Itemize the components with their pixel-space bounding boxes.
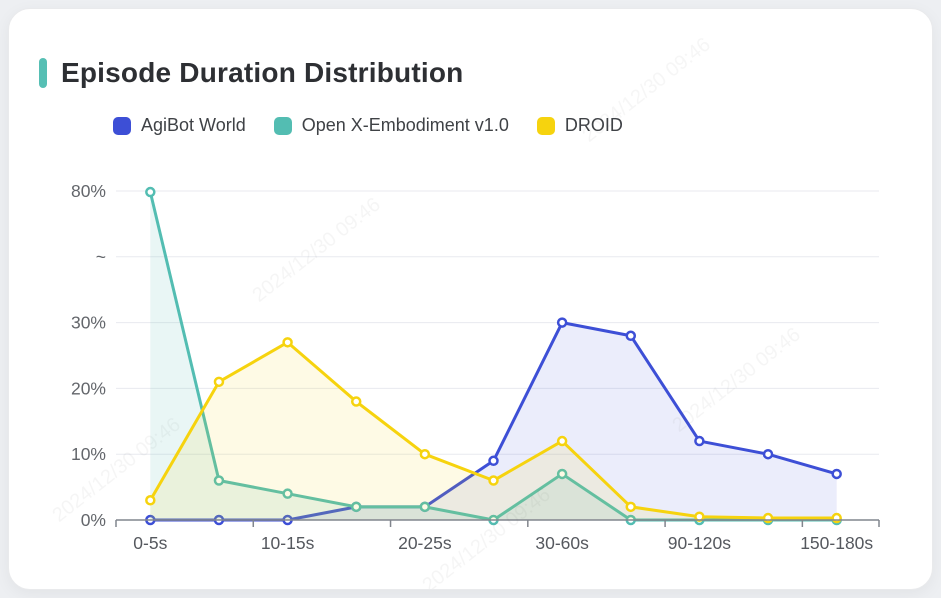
data-point <box>282 488 293 499</box>
data-point <box>556 317 568 328</box>
legend-item-open-x-embodiment-v1-0[interactable]: Open X-Embodiment v1.0 <box>273 115 509 136</box>
area-agibot-world <box>150 322 837 520</box>
y-axis-label: 30% <box>71 313 106 333</box>
legend-label: Open X-Embodiment v1.0 <box>301 115 509 135</box>
data-point <box>488 455 499 467</box>
data-point <box>282 337 293 348</box>
data-point <box>213 475 225 486</box>
data-point <box>831 512 842 524</box>
x-axis-label: 30-60s <box>535 533 589 553</box>
y-axis-label: 0% <box>81 510 106 530</box>
y-axis-label: 80% <box>71 181 106 201</box>
legend-label: DROID <box>564 115 623 135</box>
data-point <box>488 475 499 486</box>
legend-item-agibot-world[interactable]: AgiBot World <box>113 115 246 136</box>
data-point <box>625 330 637 342</box>
legend-swatch-icon <box>113 116 131 135</box>
area-open-x-embodiment-v1-0 <box>150 192 837 520</box>
legend: AgiBot World Open X-Embodiment v1.0 DROID <box>113 115 623 136</box>
data-point <box>694 435 705 447</box>
x-axis-label: 10-15s <box>261 533 315 553</box>
y-axis-label: ~ <box>96 247 106 267</box>
legend-swatch-icon <box>536 116 555 135</box>
legend-swatch-icon <box>273 116 292 135</box>
area-droid <box>150 342 837 520</box>
chart-svg: 0-5s 10-15s 20-25s 30-60s 90-120s 150-180s 0% 1… <box>71 181 880 553</box>
data-point <box>145 495 156 506</box>
data-point <box>762 448 774 460</box>
x-axis-label: 0-5s <box>133 533 167 553</box>
legend-label: AgiBot World <box>141 115 246 135</box>
data-point <box>556 468 568 480</box>
y-axis-label: 10% <box>71 444 106 464</box>
data-point <box>350 501 362 513</box>
data-point <box>213 376 225 388</box>
data-point <box>625 501 637 513</box>
data-point <box>762 512 774 524</box>
legend-item-droid[interactable]: DROID <box>536 115 623 136</box>
chart-card: 0-5s 10-15s 20-25s 30-60s 90-120s 150-180s 0% 1… <box>8 8 933 590</box>
x-axis-label: 150-180s <box>800 533 873 553</box>
title-row: Episode Duration Distribution <box>39 57 463 89</box>
x-axis-label: 90-120s <box>668 533 731 553</box>
chart-title: Episode Duration Distribution <box>61 57 464 88</box>
y-axis-label: 20% <box>71 378 106 398</box>
x-axis-label: 20-25s <box>398 533 452 553</box>
data-point <box>419 448 431 460</box>
data-point <box>831 468 842 480</box>
data-point <box>419 501 431 513</box>
data-point <box>556 435 568 447</box>
data-point <box>145 186 156 198</box>
title-accent-bar <box>39 58 47 88</box>
data-point <box>350 396 362 407</box>
